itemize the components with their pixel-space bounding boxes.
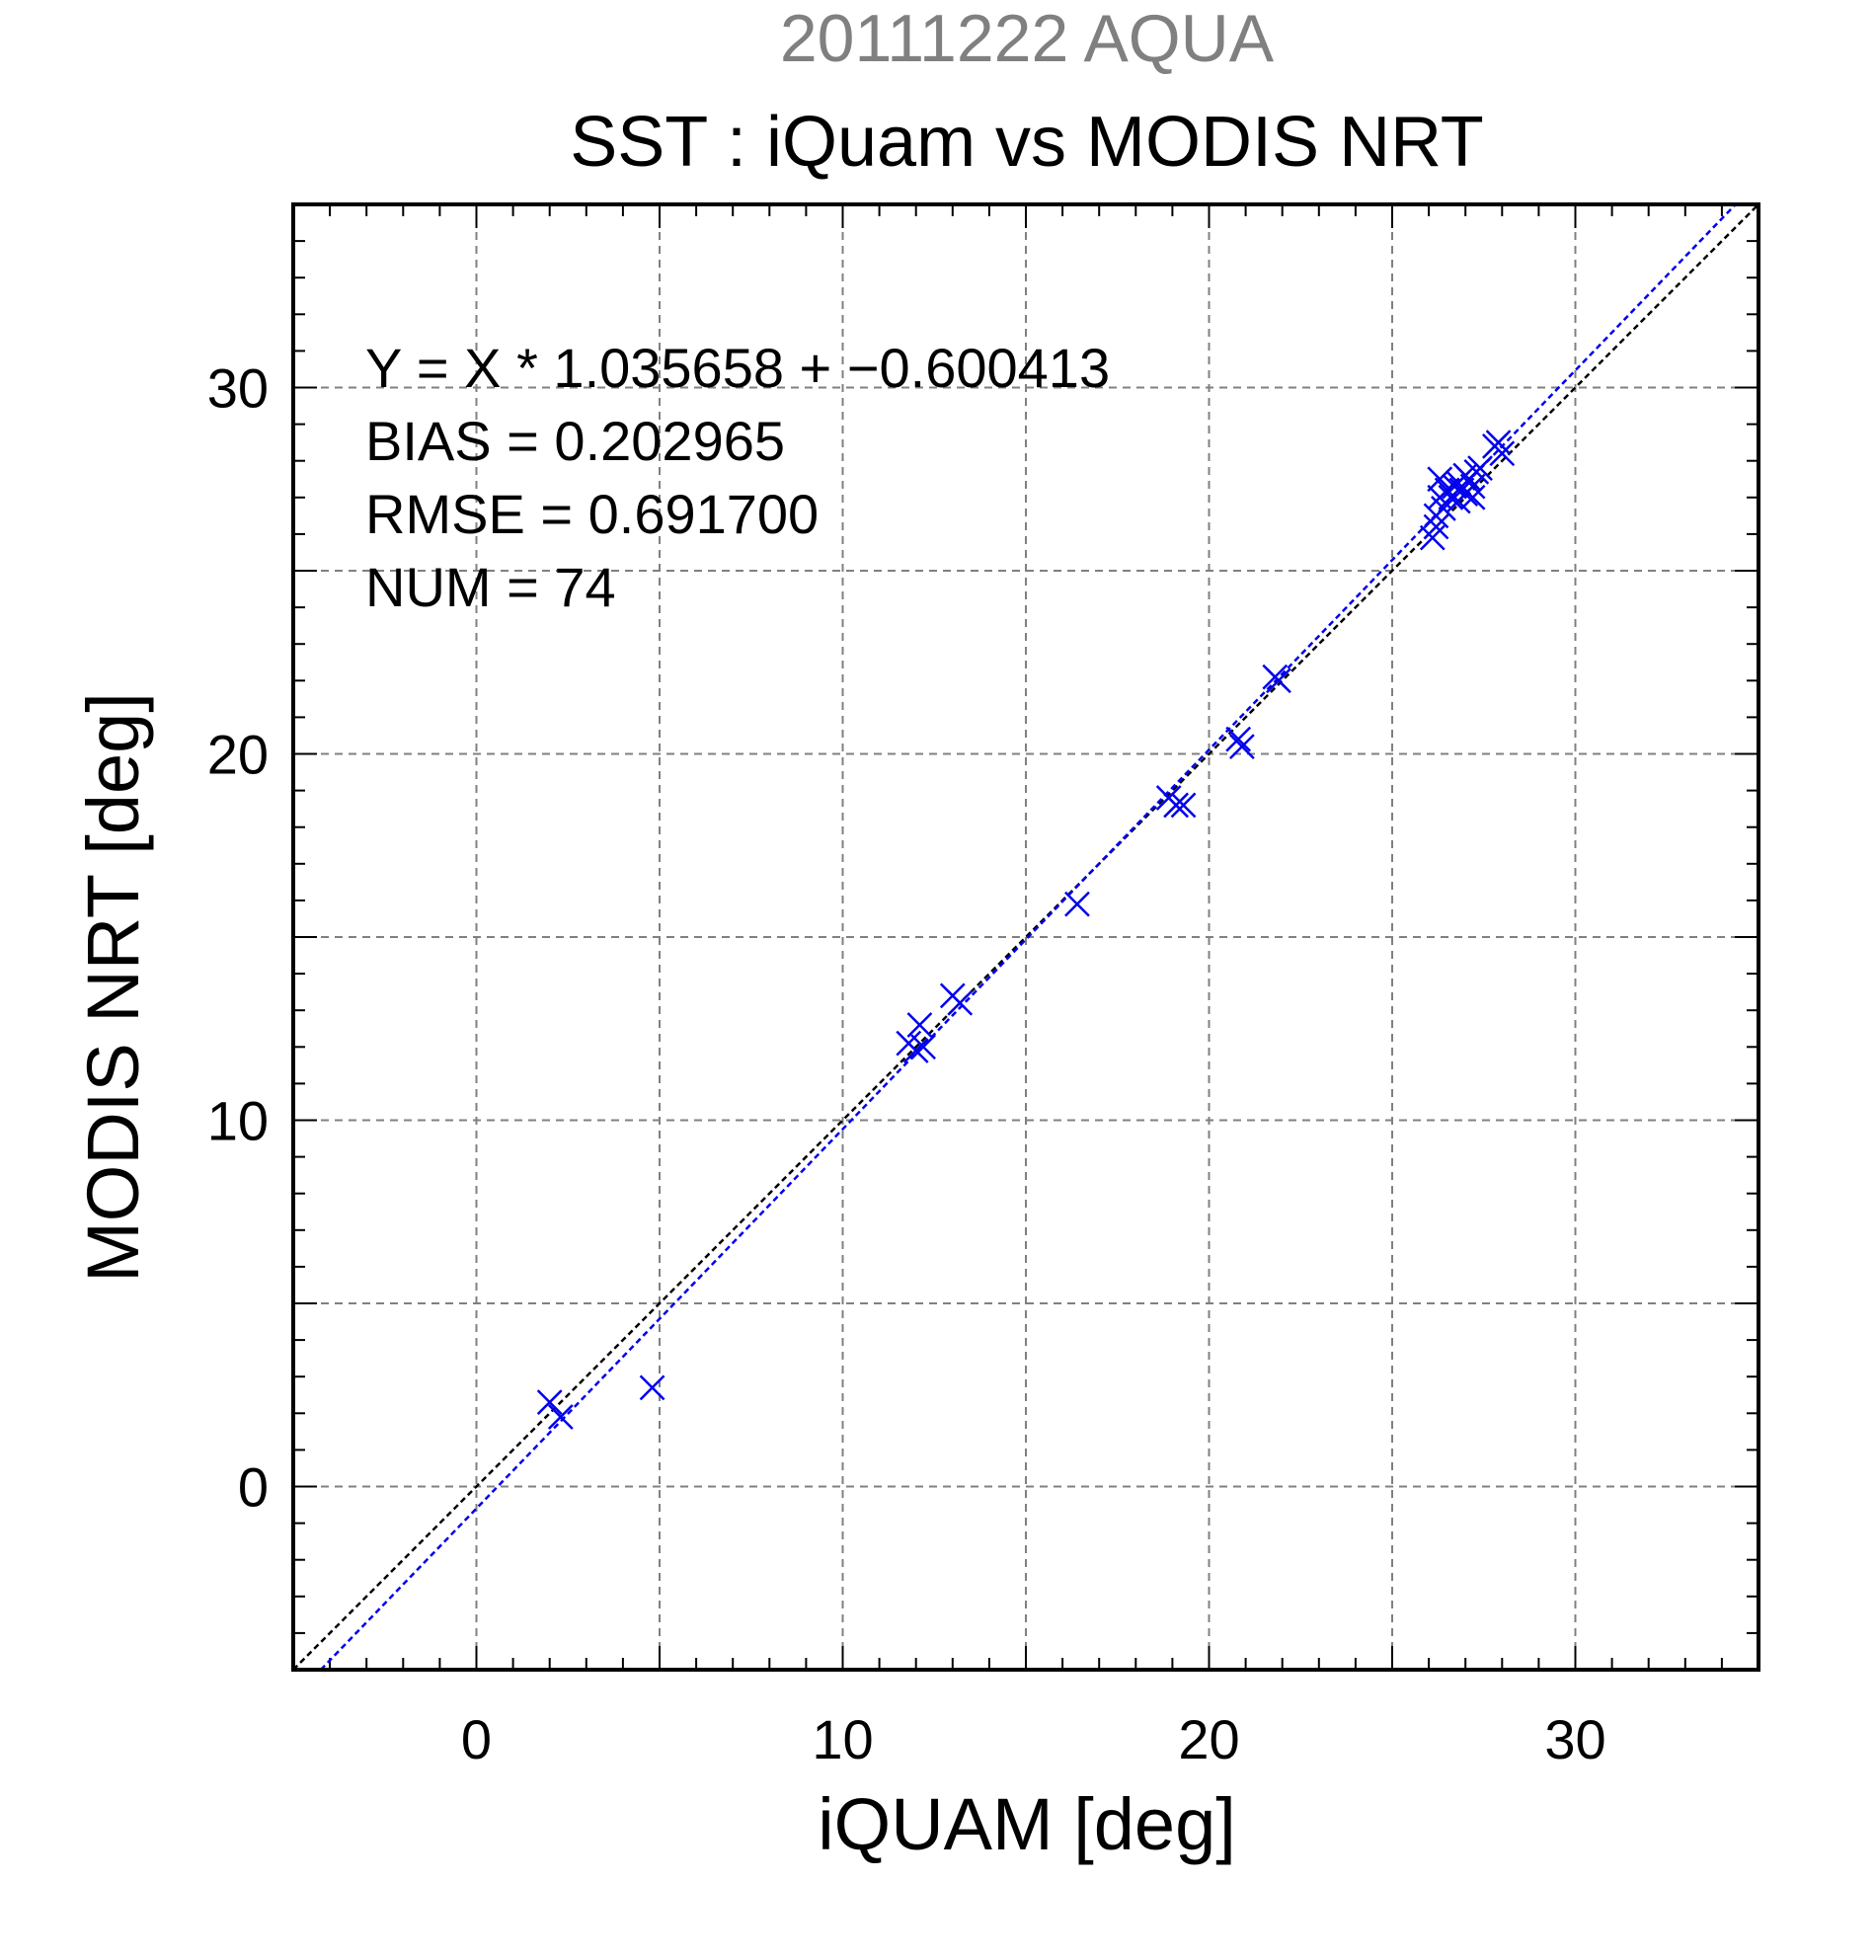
data-point xyxy=(639,1374,665,1401)
y-tick-label: 20 xyxy=(207,724,269,786)
data-point-stroke xyxy=(639,1374,665,1401)
x-tick-label: 0 xyxy=(461,1708,492,1770)
data-points xyxy=(536,430,1516,1430)
data-point xyxy=(1459,484,1486,510)
data-point-stroke xyxy=(906,1012,933,1038)
data-point xyxy=(1064,891,1090,917)
data-point-stroke xyxy=(1229,734,1255,759)
stats-annotations: Y = X * 1.035658 + −0.600413 BIAS = 0.20… xyxy=(365,337,1110,618)
data-point xyxy=(1163,792,1189,819)
annotation-bias: BIAS = 0.202965 xyxy=(365,410,785,472)
data-point xyxy=(947,989,974,1016)
data-point xyxy=(1225,726,1252,752)
x-axis-label: iQUAM [deg] xyxy=(818,1783,1236,1865)
data-point xyxy=(910,1034,937,1060)
data-point-stroke xyxy=(1459,473,1486,500)
data-point-stroke xyxy=(1467,455,1493,482)
data-point xyxy=(1229,734,1255,759)
data-point xyxy=(1266,667,1291,694)
annotation-rmse: RMSE = 0.691700 xyxy=(365,483,819,545)
data-point-stroke xyxy=(1266,667,1291,694)
y-tick-labels: 0 10 20 30 xyxy=(207,357,269,1519)
annotation-num: NUM = 74 xyxy=(365,556,616,618)
data-point-stroke xyxy=(1423,513,1449,540)
data-point xyxy=(1459,473,1486,500)
data-point-stroke xyxy=(902,1038,929,1063)
x-tick-label: 10 xyxy=(812,1708,873,1770)
data-point xyxy=(1489,440,1516,467)
data-point-stroke xyxy=(1225,726,1252,752)
data-point-stroke xyxy=(947,989,974,1016)
x-tick-label: 20 xyxy=(1178,1708,1239,1770)
y-axis-label: MODIS NRT [deg] xyxy=(72,692,154,1283)
data-point-stroke xyxy=(1170,792,1197,819)
chart-title: SST : iQuam vs MODIS NRT xyxy=(570,103,1484,182)
y-tick-label: 10 xyxy=(207,1090,269,1152)
y-tick-label: 30 xyxy=(207,357,269,420)
data-point-stroke xyxy=(1064,891,1090,917)
data-point-stroke xyxy=(910,1034,937,1060)
x-tick-label: 30 xyxy=(1544,1708,1605,1770)
plot-frame xyxy=(291,202,1760,1672)
annotation-regression: Y = X * 1.035658 + −0.600413 xyxy=(365,337,1110,399)
data-point xyxy=(536,1389,563,1416)
data-point xyxy=(547,1404,574,1430)
data-point xyxy=(906,1012,933,1038)
data-point-stroke xyxy=(1489,440,1516,467)
data-point-stroke xyxy=(1163,792,1189,819)
data-point-stroke xyxy=(1485,430,1512,456)
data-point-stroke xyxy=(1459,484,1486,510)
data-point xyxy=(1467,455,1493,482)
x-tick-labels: 0 10 20 30 xyxy=(461,1708,1606,1770)
y-tick-label: 0 xyxy=(238,1456,269,1519)
data-point xyxy=(902,1038,929,1063)
data-point-stroke xyxy=(536,1389,563,1416)
chart-subtitle: 20111222 AQUA xyxy=(780,1,1275,76)
data-point xyxy=(1170,792,1197,819)
reference-lines xyxy=(292,203,1759,1671)
regression-line xyxy=(319,203,1737,1671)
grid-lines xyxy=(293,204,1759,1670)
data-point-stroke xyxy=(547,1404,574,1430)
data-point xyxy=(1423,513,1449,540)
